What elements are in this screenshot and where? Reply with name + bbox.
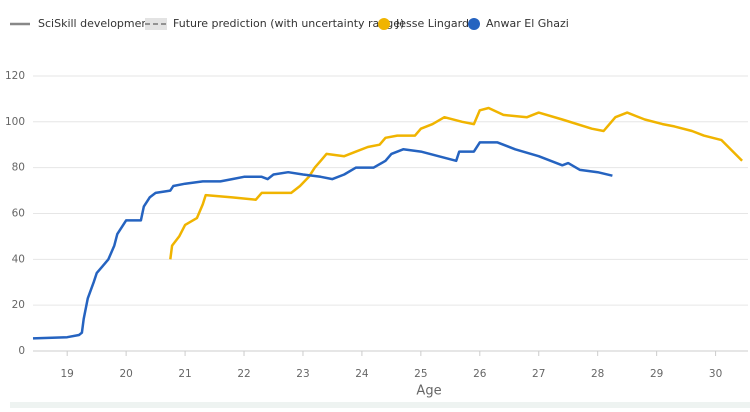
series-line: [32, 141, 613, 340]
y-tick-label: 60: [12, 207, 25, 219]
legend-label: Future prediction (with uncertainty rang…: [173, 17, 404, 30]
legend: SciSkill development Future prediction (…: [10, 17, 569, 30]
x-tick-label: 21: [178, 368, 191, 380]
y-tick-label: 40: [12, 253, 25, 265]
x-tick-label: 19: [61, 368, 74, 380]
y-tick-label: 100: [5, 116, 25, 128]
legend-dot: [468, 18, 480, 30]
y-tick-label: 0: [18, 345, 25, 357]
y-tick-label: 20: [12, 299, 25, 311]
x-tick-label: 20: [119, 368, 132, 380]
series-line: [169, 106, 743, 260]
x-tick-label: 29: [650, 368, 663, 380]
x-tick-label: 26: [473, 368, 487, 380]
x-tick-label: 24: [355, 368, 369, 380]
bottom-strip: [10, 402, 750, 408]
y-tick-label: 120: [5, 70, 25, 82]
x-tick-label: 30: [709, 368, 722, 380]
x-tick-label: 27: [532, 368, 545, 380]
y-tick-label: 80: [12, 162, 25, 174]
x-tick-label: 28: [591, 368, 604, 380]
x-tick-label: 22: [237, 368, 250, 380]
x-axis-label: Age: [416, 384, 441, 399]
legend-label: Anwar El Ghazi: [486, 17, 569, 30]
x-tick-label: 25: [414, 368, 427, 380]
legend-label: Jesse Lingard: [395, 17, 469, 30]
x-tick-label: 23: [296, 368, 309, 380]
legend-dot: [378, 18, 390, 30]
legend-label: SciSkill development: [38, 17, 153, 30]
